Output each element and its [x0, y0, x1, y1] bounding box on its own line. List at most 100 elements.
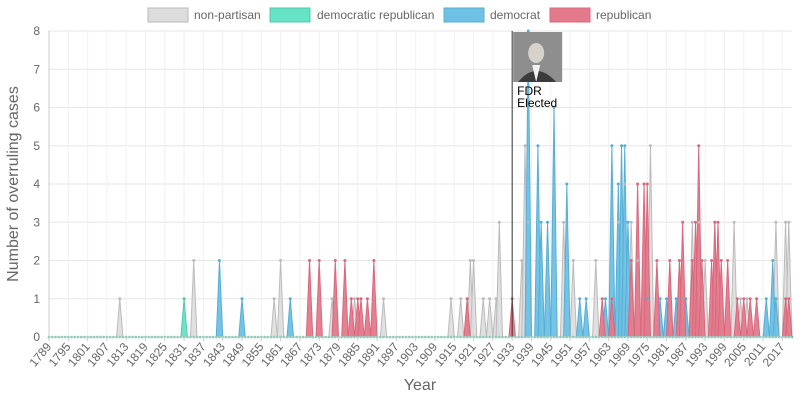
data-point: [272, 297, 276, 301]
legend-item-non-partisan: non-partisan: [147, 7, 261, 23]
data-point: [616, 220, 620, 224]
data-point: [584, 297, 588, 301]
x-tick-label: 2017: [760, 340, 788, 370]
area-peak: [286, 298, 294, 338]
data-point: [716, 220, 720, 224]
legend-label: republican: [596, 8, 651, 22]
area-peak: [363, 298, 372, 338]
data-point: [571, 259, 575, 262]
data-point: [449, 297, 453, 301]
data-point: [552, 106, 556, 109]
y-tick-label: 3: [33, 215, 40, 229]
y-tick-label: 0: [33, 330, 40, 344]
data-point: [565, 182, 569, 186]
annotation-text: Elected: [517, 96, 557, 110]
data-point: [735, 297, 739, 301]
data-point: [465, 297, 469, 301]
data-point: [616, 182, 620, 186]
data-point: [677, 259, 681, 262]
data-point: [636, 182, 640, 186]
x-axis-title: Year: [404, 377, 437, 394]
annotation-text: FDR: [517, 84, 542, 98]
area-peak: [238, 298, 246, 338]
data-point: [674, 297, 678, 301]
legend-item-democrat: democrat: [443, 7, 541, 23]
data-point: [359, 297, 363, 301]
data-point: [655, 259, 659, 262]
data-point: [771, 259, 775, 262]
data-point: [697, 144, 701, 148]
portrait-face: [528, 43, 545, 63]
data-point: [742, 297, 746, 301]
area-peak: [116, 298, 124, 338]
data-point: [774, 297, 778, 301]
portrait-shirt: [532, 65, 541, 82]
y-tick-label: 5: [33, 139, 40, 153]
data-point: [594, 259, 598, 262]
data-point: [784, 297, 788, 301]
data-point: [636, 259, 640, 262]
data-point: [739, 297, 743, 301]
data-point: [774, 220, 778, 224]
data-point: [623, 182, 627, 186]
data-point: [308, 259, 312, 262]
data-point: [784, 220, 788, 224]
legend-swatch: [549, 7, 591, 23]
data-point: [732, 220, 736, 224]
data-point: [690, 220, 694, 224]
data-point: [755, 297, 759, 301]
data-point: [764, 297, 768, 301]
data-point: [703, 259, 707, 262]
data-point: [645, 297, 649, 301]
data-point: [745, 297, 749, 301]
data-point: [526, 29, 530, 33]
y-tick-label: 1: [33, 292, 40, 306]
data-point: [536, 144, 540, 148]
data-point: [118, 297, 122, 301]
data-point: [182, 297, 186, 301]
legend-item-republican: republican: [549, 7, 651, 23]
legend-swatch: [443, 7, 485, 23]
data-point: [694, 220, 698, 224]
data-point: [629, 220, 633, 224]
data-point: [333, 259, 337, 262]
data-point: [610, 297, 614, 301]
data-point: [192, 259, 196, 262]
data-point: [629, 259, 633, 262]
data-point: [787, 220, 791, 224]
data-point: [343, 259, 347, 262]
data-point: [459, 297, 463, 301]
data-point: [481, 297, 485, 301]
data-point: [330, 297, 334, 301]
data-point: [356, 297, 360, 301]
portrait-of-fdr: [513, 32, 563, 82]
legend-label: non-partisan: [194, 8, 261, 22]
data-point: [317, 259, 321, 262]
data-point: [353, 297, 357, 301]
data-point: [539, 220, 543, 224]
data-point: [690, 259, 694, 262]
data-point: [365, 297, 369, 301]
data-point: [562, 220, 566, 224]
data-point: [523, 144, 527, 148]
data-point: [681, 220, 685, 224]
data-point: [726, 259, 730, 262]
data-point: [658, 297, 662, 301]
peak-markers: [118, 29, 791, 301]
data-point: [665, 297, 669, 301]
data-point: [697, 220, 701, 224]
data-point: [684, 297, 688, 301]
legend-label: democratic republican: [317, 8, 434, 22]
area-peak: [479, 298, 487, 338]
data-point: [546, 220, 550, 224]
data-point: [603, 297, 607, 301]
y-tick-label: 7: [33, 62, 40, 76]
area-peak: [752, 298, 761, 338]
y-tick-label: 6: [33, 101, 40, 115]
legend-swatch: [147, 7, 189, 23]
data-point: [578, 297, 582, 301]
data-point: [468, 259, 472, 262]
data-point: [748, 297, 752, 301]
